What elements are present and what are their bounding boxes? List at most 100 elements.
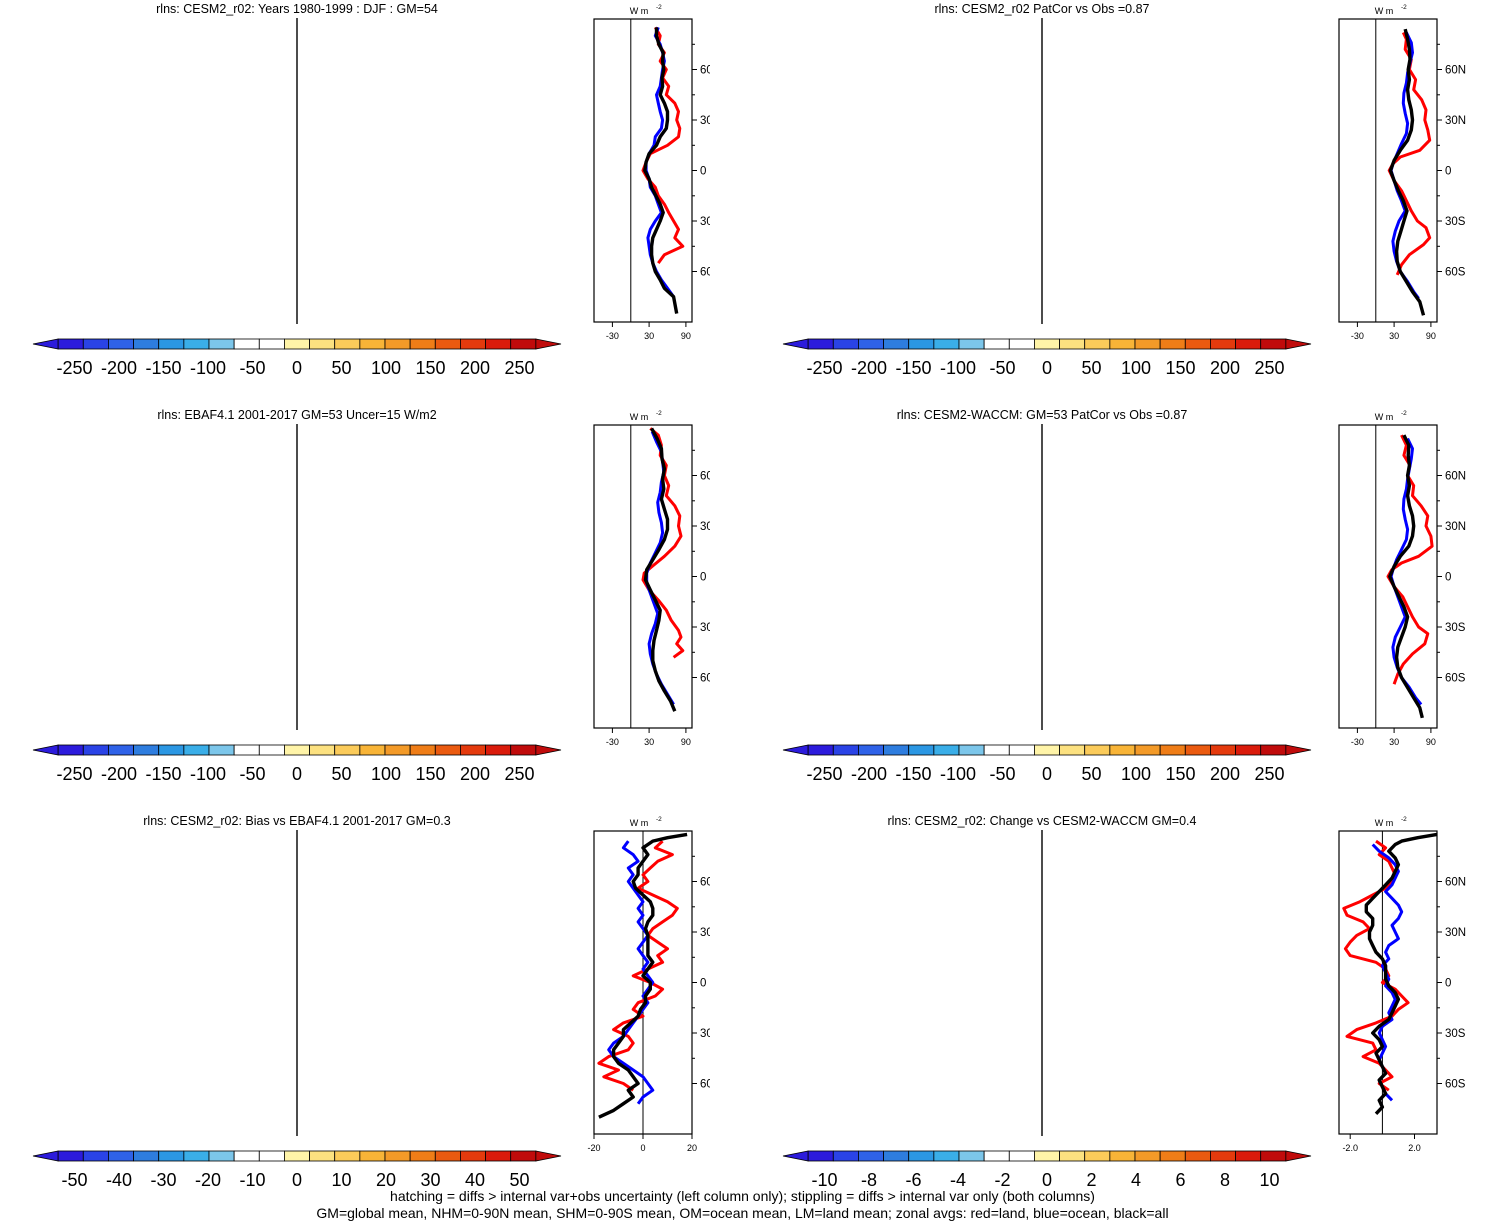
colorbar-swatch xyxy=(335,745,360,755)
zonal-x-tick: -30 xyxy=(1351,331,1364,341)
colorbar-label: 0 xyxy=(292,358,302,378)
colorbar-swatch xyxy=(934,745,959,755)
colorbar-swatch xyxy=(108,745,133,755)
colorbar-label: -150 xyxy=(895,358,931,378)
colorbar-swatch xyxy=(435,339,460,349)
zonal-lat-tick: 60S xyxy=(700,1079,710,1091)
colorbar-swatch xyxy=(1185,339,1210,349)
colorbar-swatch xyxy=(1110,1151,1135,1161)
zonal-x-tick: 30 xyxy=(1389,331,1399,341)
colorbar-label: 200 xyxy=(460,358,490,378)
colorbar-label: -150 xyxy=(895,764,931,784)
map-title: rlns: CESM2_r02: Bias vs EBAF4.1 2001-20… xyxy=(143,814,450,828)
colorbar-swatch xyxy=(884,339,909,349)
colorbar-swatch xyxy=(1135,1151,1160,1161)
colorbar-label: 50 xyxy=(331,358,351,378)
colorbar-label: -150 xyxy=(145,358,181,378)
colorbar-swatch xyxy=(209,339,234,349)
zonal-lat-tick: 0 xyxy=(1445,166,1451,178)
zonal-x-tick: 20 xyxy=(687,1143,697,1153)
colorbar-swatch xyxy=(1210,339,1235,349)
colorbar-label: 20 xyxy=(376,1170,396,1190)
colorbar-swatch xyxy=(310,1151,335,1161)
colorbar-label: -40 xyxy=(106,1170,132,1190)
colorbar-swatch xyxy=(335,339,360,349)
zonal-lat-tick: 30S xyxy=(700,1028,710,1040)
zonal-series-all xyxy=(1366,834,1437,1113)
colorbar-label: 50 xyxy=(1081,764,1101,784)
colorbar-swatch xyxy=(909,1151,934,1161)
map-panel-3: rlns: EBAF4.1 2001-2017 GM=53 Uncer=15 W… xyxy=(0,406,600,741)
colorbar-swatch xyxy=(1160,745,1185,755)
zonal-series-ocean xyxy=(1391,439,1421,705)
zonal-lat-tick: 30S xyxy=(700,216,710,228)
zonal-unit-exponent: -2 xyxy=(656,410,662,417)
colorbar-swatch xyxy=(209,745,234,755)
zonal-x-tick: -20 xyxy=(587,1143,600,1153)
colorbar-label: -250 xyxy=(806,764,842,784)
footer-note-legend: GM=global mean, NHM=0-90N mean, SHM=0-90… xyxy=(0,1205,1485,1222)
colorbar-swatch xyxy=(1085,339,1110,349)
colorbar-label: -250 xyxy=(56,358,92,378)
colorbar-label: 200 xyxy=(1210,764,1240,784)
colorbar-swatch xyxy=(486,745,511,755)
colorbar-swatch xyxy=(1210,1151,1235,1161)
colorbar-swatch xyxy=(1261,1151,1286,1161)
colorbar-swatch xyxy=(1085,1151,1110,1161)
colorbar-swatch xyxy=(108,339,133,349)
colorbar-swatch xyxy=(184,339,209,349)
colorbar-label: -100 xyxy=(940,764,976,784)
colorbar-swatch xyxy=(83,745,108,755)
zonal-unit-label: W m xyxy=(1375,412,1394,422)
colorbar-label: -100 xyxy=(190,358,226,378)
zonal-x-tick: 2.0 xyxy=(1408,1143,1421,1153)
zonal-lat-tick: 60N xyxy=(1445,877,1466,889)
colorbar-label: 250 xyxy=(1254,358,1284,378)
colorbar-swatch xyxy=(159,339,184,349)
zonal-unit-exponent: -2 xyxy=(656,4,662,11)
zonal-unit-exponent: -2 xyxy=(656,816,662,823)
colorbar-swatch xyxy=(486,339,511,349)
colorbar-swatch xyxy=(959,1151,984,1161)
map-panel-2: rlns: CESM2_r02 PatCor vs Obs =0.87 xyxy=(745,0,1345,335)
colorbar-swatch xyxy=(833,745,858,755)
zonal-x-tick: 0 xyxy=(640,1143,645,1153)
colorbar-label: 200 xyxy=(460,764,490,784)
map-title: rlns: EBAF4.1 2001-2017 GM=53 Uncer=15 W… xyxy=(157,408,436,422)
colorbar-swatch xyxy=(259,339,284,349)
colorbar-label: 200 xyxy=(1210,358,1240,378)
map-panel-6: rlns: CESM2_r02: Change vs CESM2-WACCM G… xyxy=(745,812,1345,1147)
colorbar-swatch xyxy=(1060,1151,1085,1161)
colorbar-swatch xyxy=(410,339,435,349)
colorbar-label: -50 xyxy=(989,764,1015,784)
colorbar-swatch xyxy=(108,1151,133,1161)
colorbar-swatch xyxy=(909,339,934,349)
colorbar-label: 150 xyxy=(415,358,445,378)
colorbar-label: 50 xyxy=(1081,358,1101,378)
colorbar-swatch xyxy=(58,745,83,755)
colorbar-label: 50 xyxy=(331,764,351,784)
colorbar-swatch xyxy=(234,339,259,349)
colorbar-swatch xyxy=(310,745,335,755)
zonal-lat-tick: 30S xyxy=(700,622,710,634)
colorbar-label: 0 xyxy=(1042,764,1052,784)
colorbar-label: 0 xyxy=(292,1170,302,1190)
colorbar-swatch xyxy=(410,1151,435,1161)
zonal-unit-label: W m xyxy=(630,6,649,16)
colorbar-swatch xyxy=(83,339,108,349)
colorbar-swatch xyxy=(984,339,1009,349)
colorbar-swatch xyxy=(1261,339,1286,349)
colorbar-label: 150 xyxy=(415,764,445,784)
zonal-unit-label: W m xyxy=(630,412,649,422)
colorbar-swatch xyxy=(1236,745,1261,755)
colorbar-swatch xyxy=(934,339,959,349)
colorbar-swatch xyxy=(833,1151,858,1161)
zonal-series-all xyxy=(645,27,677,313)
zonal-lat-tick: 0 xyxy=(700,166,706,178)
